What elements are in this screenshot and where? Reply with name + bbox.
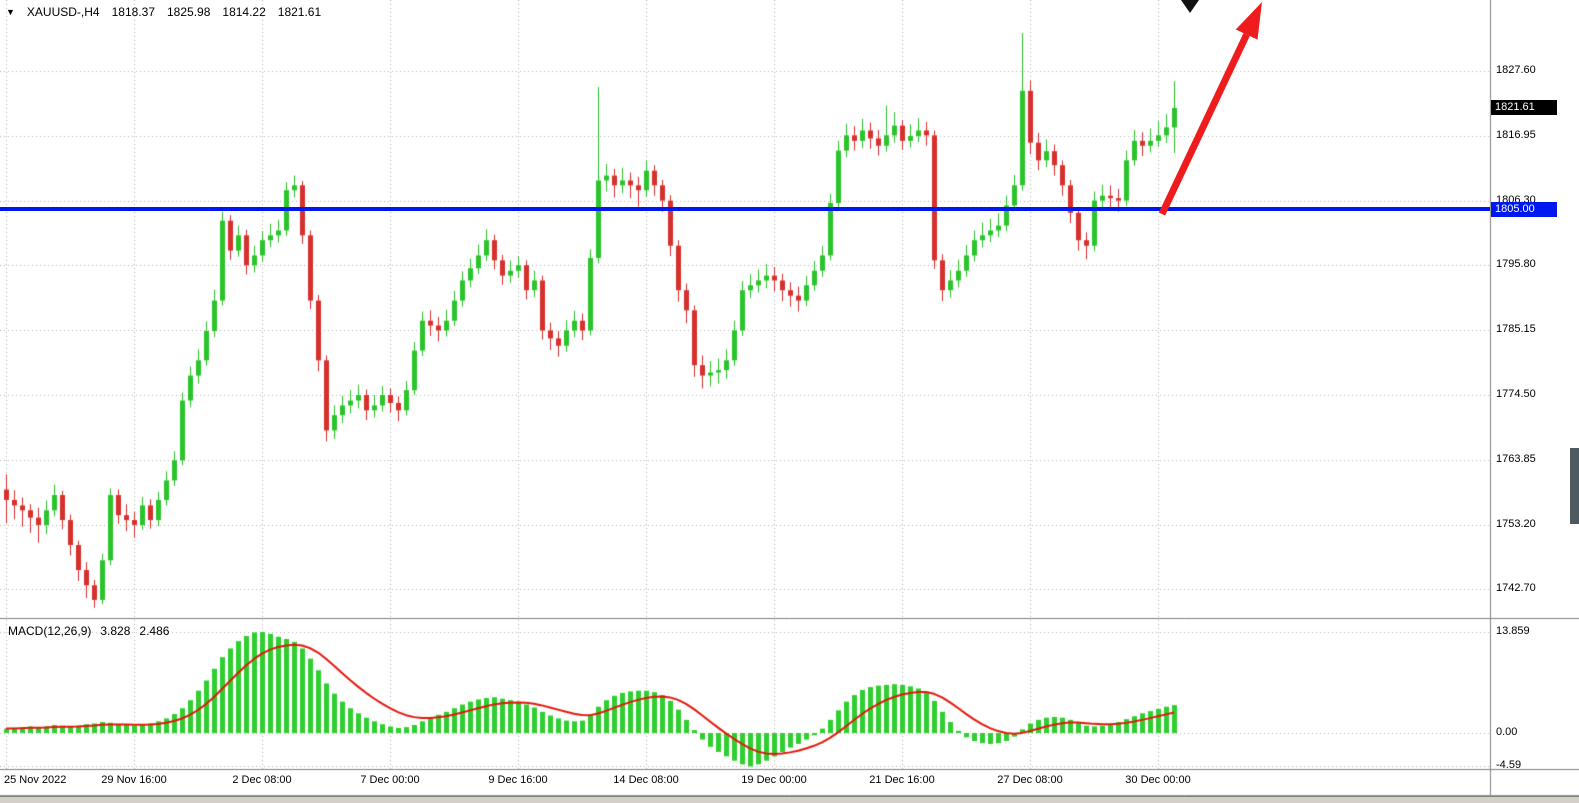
- hline-price-tag: 1805.00: [1491, 201, 1557, 217]
- symbol-dropdown-icon[interactable]: ▼: [6, 7, 15, 17]
- time-tick-label: 7 Dec 00:00: [360, 774, 420, 786]
- ohlc-high: 1825.98: [167, 5, 211, 19]
- ohlc-low: 1814.22: [222, 5, 266, 19]
- time-tick-label: 9 Dec 16:00: [488, 774, 548, 786]
- chart-info-bar: ▼ XAUUSD-,H4 1818.37 1825.98 1814.22 182…: [6, 5, 321, 19]
- price-tick-label: 1795.80: [1496, 258, 1536, 271]
- time-tick-label: 27 Dec 08:00: [997, 774, 1063, 786]
- time-tick-label: 2 Dec 08:00: [232, 774, 292, 786]
- pointer-marker: [1181, 0, 1199, 13]
- time-tick-label: 25 Nov 2022: [4, 774, 67, 786]
- macd-tick-label: 13.859: [1496, 624, 1530, 637]
- price-tick-label: 1753.20: [1496, 517, 1536, 530]
- macd-name: MACD(12,26,9): [8, 624, 92, 638]
- time-tick-label: 21 Dec 16:00: [869, 774, 935, 786]
- symbol-timeframe-label: XAUUSD-,H4: [26, 5, 100, 19]
- macd-main-value: 3.828: [100, 624, 131, 638]
- macd-signal-value: 2.486: [139, 624, 170, 638]
- macd-tick-label: -4.59: [1496, 759, 1522, 772]
- time-tick-label: 19 Dec 00:00: [741, 774, 807, 786]
- price-tick-label: 1816.95: [1496, 129, 1536, 142]
- ohlc-open: 1818.37: [111, 5, 155, 19]
- time-tick-label: 30 Dec 00:00: [1125, 774, 1191, 786]
- current-price-tag: 1821.61: [1491, 100, 1557, 116]
- price-tick-label: 1763.85: [1496, 453, 1536, 465]
- window-bottom-edge: [0, 796, 1579, 803]
- scrollbar-thumb[interactable]: [1570, 448, 1579, 524]
- price-tick-label: 1742.70: [1496, 581, 1536, 594]
- horizontal-line-1805[interactable]: [0, 207, 1490, 212]
- macd-indicator-label: MACD(12,26,9) 3.828 2.486: [8, 624, 169, 638]
- macd-tick-label: 0.00: [1496, 725, 1518, 738]
- time-tick-label: 14 Dec 08:00: [613, 774, 679, 786]
- ohlc-close: 1821.61: [277, 5, 322, 19]
- time-tick-label: 29 Nov 16:00: [101, 774, 167, 786]
- price-tick-label: 1827.60: [1496, 64, 1536, 77]
- price-tick-label: 1774.50: [1496, 388, 1536, 401]
- price-tick-label: 1785.15: [1496, 323, 1536, 336]
